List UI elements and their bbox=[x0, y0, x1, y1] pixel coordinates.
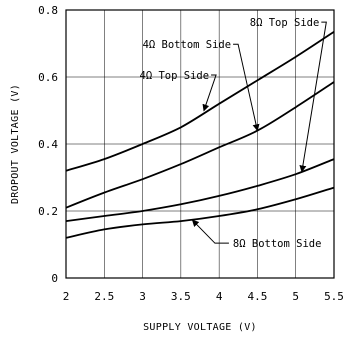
y-tick-label: 0.8 bbox=[38, 4, 58, 17]
annotation-arrow-1 bbox=[299, 21, 327, 173]
annotations: 8Ω Top Side 4Ω Bottom Side 4Ω Top Side 8Ω B… bbox=[140, 17, 327, 250]
annotation-label-2: 4Ω Bottom Side bbox=[143, 39, 232, 51]
x-tick-label: 4 bbox=[216, 290, 223, 303]
y-tick-label: 0.2 bbox=[38, 205, 58, 218]
y-tick-label: 0 bbox=[51, 272, 58, 285]
annotation-arrow-3 bbox=[202, 74, 217, 112]
grid-lines bbox=[66, 10, 334, 278]
tick-labels: 2 2.5 3 3.5 4 4.5 5 5.5 0 0.2 0.4 0.6 0.8 bbox=[38, 4, 344, 303]
y-tick-label: 0.4 bbox=[38, 138, 58, 151]
x-tick-label: 5 bbox=[292, 290, 299, 303]
annotation-label-1: 8Ω Top Side bbox=[250, 17, 320, 29]
x-tick-label: 3.5 bbox=[171, 290, 191, 303]
x-tick-label: 2 bbox=[63, 290, 70, 303]
x-tick-label: 4.5 bbox=[247, 290, 267, 303]
x-tick-label: 2.5 bbox=[94, 290, 114, 303]
series-line-1 bbox=[65, 31, 335, 172]
series-line-4 bbox=[65, 186, 335, 239]
y-tick-label: 0.6 bbox=[38, 71, 58, 84]
series-lines bbox=[65, 31, 335, 239]
x-tick-label: 5.5 bbox=[324, 290, 344, 303]
plot-frame bbox=[65, 9, 335, 279]
x-axis-title: SUPPLY VOLTAGE (V) bbox=[143, 322, 257, 333]
series-line-2 bbox=[65, 81, 335, 209]
annotation-arrow-2 bbox=[233, 43, 260, 132]
y-axis-title: DROPOUT VOLTAGE (V) bbox=[10, 84, 21, 204]
annotation-label-4: 8Ω Bottom Side bbox=[233, 238, 322, 250]
series-line-3 bbox=[65, 158, 335, 222]
annotation-arrow-4 bbox=[191, 219, 229, 244]
annotation-label-3: 4Ω Top Side bbox=[140, 70, 210, 82]
x-tick-label: 3 bbox=[139, 290, 146, 303]
